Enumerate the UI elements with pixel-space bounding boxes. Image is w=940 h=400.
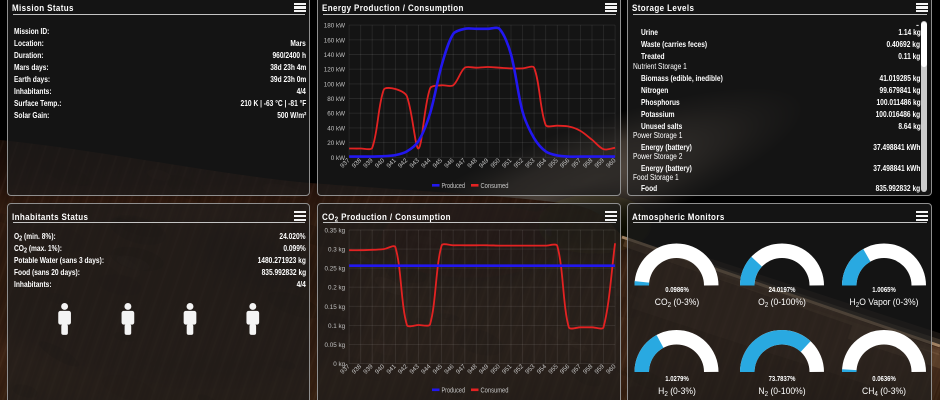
svg-text:Consumed: Consumed bbox=[481, 388, 509, 395]
svg-text:959: 959 bbox=[594, 157, 607, 170]
svg-text:947: 947 bbox=[455, 157, 468, 170]
svg-text:940: 940 bbox=[374, 157, 387, 170]
svg-text:956: 956 bbox=[559, 363, 572, 376]
svg-text:940: 940 bbox=[374, 363, 387, 376]
svg-text:944: 944 bbox=[420, 157, 433, 170]
svg-text:0 kW: 0 kW bbox=[331, 155, 345, 162]
svg-text:60 kW: 60 kW bbox=[327, 111, 345, 118]
svg-text:956: 956 bbox=[559, 157, 572, 170]
svg-text:946: 946 bbox=[443, 363, 456, 376]
svg-text:955: 955 bbox=[547, 363, 560, 376]
svg-text:Produced: Produced bbox=[442, 388, 466, 395]
svg-text:945: 945 bbox=[432, 157, 445, 170]
svg-text:948: 948 bbox=[466, 157, 479, 170]
svg-text:955: 955 bbox=[547, 157, 560, 170]
svg-text:949: 949 bbox=[478, 363, 491, 376]
svg-text:180 kW: 180 kW bbox=[324, 23, 345, 30]
svg-text:951: 951 bbox=[501, 363, 514, 376]
svg-text:946: 946 bbox=[443, 157, 456, 170]
svg-text:950: 950 bbox=[489, 157, 502, 170]
svg-text:939: 939 bbox=[362, 363, 375, 376]
svg-text:Consumed: Consumed bbox=[481, 183, 509, 190]
svg-text:954: 954 bbox=[536, 363, 549, 376]
svg-text:950: 950 bbox=[489, 363, 502, 376]
svg-text:960: 960 bbox=[605, 157, 618, 170]
svg-text:100 kW: 100 kW bbox=[324, 81, 345, 88]
svg-text:0.05 kg: 0.05 kg bbox=[324, 342, 345, 349]
svg-text:957: 957 bbox=[570, 363, 583, 376]
svg-text:947: 947 bbox=[455, 363, 468, 376]
svg-text:939: 939 bbox=[362, 157, 375, 170]
svg-text:952: 952 bbox=[513, 363, 526, 376]
svg-text:0.35 kg: 0.35 kg bbox=[324, 228, 345, 235]
svg-text:938: 938 bbox=[351, 363, 364, 376]
svg-text:951: 951 bbox=[501, 157, 514, 170]
svg-text:958: 958 bbox=[582, 157, 595, 170]
svg-text:944: 944 bbox=[420, 363, 433, 376]
svg-text:0.2 kg: 0.2 kg bbox=[328, 285, 346, 292]
svg-text:943: 943 bbox=[409, 363, 422, 376]
svg-text:942: 942 bbox=[397, 157, 410, 170]
svg-text:938: 938 bbox=[351, 157, 364, 170]
svg-text:941: 941 bbox=[385, 157, 398, 170]
svg-text:80 kW: 80 kW bbox=[327, 96, 345, 103]
svg-text:20 kW: 20 kW bbox=[327, 140, 345, 147]
svg-text:949: 949 bbox=[478, 157, 491, 170]
svg-text:945: 945 bbox=[432, 363, 445, 376]
svg-text:948: 948 bbox=[466, 363, 479, 376]
svg-text:160 kW: 160 kW bbox=[324, 37, 345, 44]
svg-text:40 kW: 40 kW bbox=[327, 125, 345, 132]
svg-text:0 kg: 0 kg bbox=[333, 361, 345, 368]
svg-text:0.1 kg: 0.1 kg bbox=[328, 323, 346, 330]
svg-text:954: 954 bbox=[536, 157, 549, 170]
svg-text:943: 943 bbox=[409, 157, 422, 170]
svg-text:120 kW: 120 kW bbox=[324, 67, 345, 74]
svg-text:0.25 kg: 0.25 kg bbox=[324, 266, 345, 273]
svg-text:Produced: Produced bbox=[442, 183, 466, 190]
svg-text:960: 960 bbox=[605, 363, 618, 376]
svg-text:0.15 kg: 0.15 kg bbox=[324, 304, 345, 311]
svg-text:958: 958 bbox=[582, 363, 595, 376]
svg-text:952: 952 bbox=[513, 157, 526, 170]
svg-text:957: 957 bbox=[570, 157, 583, 170]
svg-text:959: 959 bbox=[594, 363, 607, 376]
svg-text:953: 953 bbox=[524, 157, 537, 170]
svg-text:942: 942 bbox=[397, 363, 410, 376]
svg-text:0.3 kg: 0.3 kg bbox=[328, 247, 346, 254]
svg-text:953: 953 bbox=[524, 363, 537, 376]
svg-text:140 kW: 140 kW bbox=[324, 52, 345, 59]
svg-text:941: 941 bbox=[385, 363, 398, 376]
